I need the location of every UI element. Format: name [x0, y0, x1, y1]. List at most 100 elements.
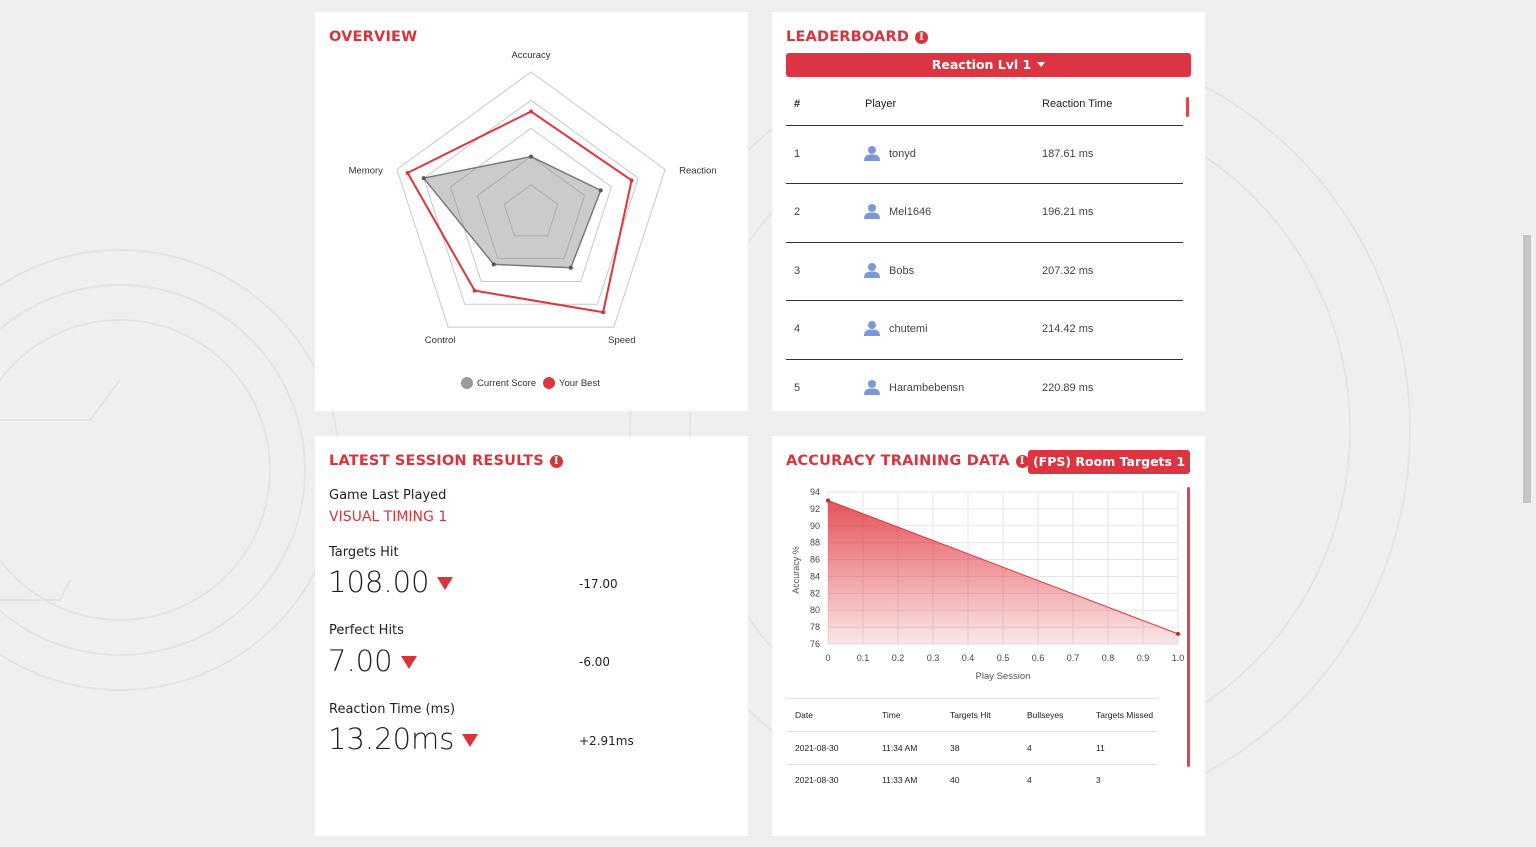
table-cell: 3 — [1096, 775, 1101, 785]
reaction-time-number: 13.20ms — [328, 722, 455, 756]
info-icon[interactable]: i — [915, 31, 929, 44]
radar-grid-ring — [476, 155, 586, 260]
y-tick-label: 76 — [810, 639, 820, 649]
radar-point — [472, 288, 477, 293]
leaderboard-rank: 1 — [794, 148, 801, 160]
leaderboard-card — [772, 12, 1205, 411]
accuracy-point[interactable] — [826, 498, 830, 503]
leaderboard-title: LEADERBOARD i — [786, 29, 929, 45]
leaderboard-reaction-time: 187.61 ms — [1042, 148, 1094, 160]
table-cell: 40 — [950, 775, 960, 785]
table-cell: 11:34 AM — [882, 743, 918, 753]
leaderboard-scrollbar[interactable] — [1186, 97, 1189, 117]
targets-hit-label: Targets Hit — [329, 545, 399, 560]
page-scrollbar[interactable] — [1523, 235, 1531, 503]
y-tick-label: 78 — [810, 622, 820, 632]
radar-grid-ring — [449, 127, 613, 282]
caret-down-icon — [1037, 62, 1046, 67]
y-tick-label: 92 — [810, 504, 820, 514]
leaderboard-reaction-time: 220.89 ms — [1042, 382, 1094, 394]
reaction-time-delta: +2.91ms — [579, 734, 634, 748]
legend-current-label[interactable]: Current Score — [477, 378, 536, 389]
legend-current-swatch[interactable] — [461, 377, 473, 389]
radar-axis-label: Memory — [349, 165, 384, 176]
leaderboard-header-player: Player — [865, 98, 897, 110]
y-tick-label: 94 — [810, 487, 820, 497]
down-arrow-icon — [462, 734, 479, 747]
radar-axis-label: Speed — [608, 335, 635, 346]
x-tick-label: 0.4 — [962, 653, 975, 663]
y-tick-label: 84 — [810, 571, 820, 581]
leaderboard-divider — [786, 300, 1183, 301]
y-tick-label: 80 — [810, 605, 820, 615]
game-last-played-label: Game Last Played — [329, 488, 447, 503]
x-tick-label: 0.6 — [1032, 653, 1045, 663]
accuracy-title-text: ACCURACY TRAINING DATA — [786, 453, 1010, 469]
table-header-cell: Targets Hit — [950, 710, 991, 720]
leaderboard-dropdown-label: Reaction Lvl 1 — [931, 57, 1032, 72]
perfect-hits-delta: -6.00 — [579, 655, 611, 669]
leaderboard-header-rank: # — [794, 98, 801, 110]
table-divider — [786, 731, 1158, 732]
radar-series-current — [422, 155, 602, 269]
radar-point — [405, 170, 410, 175]
accuracy-title: ACCURACY TRAINING DATA i — [786, 453, 1029, 469]
radar-chart: Accuracy Reaction Speed Control Memory Curren… — [349, 50, 717, 389]
accuracy-area — [828, 500, 1178, 644]
radar-point — [568, 265, 573, 270]
radar-point — [629, 178, 634, 183]
legend-best-swatch[interactable] — [543, 377, 555, 389]
overview-title: OVERVIEW — [329, 29, 418, 45]
x-tick-label: 0.7 — [1067, 653, 1080, 663]
info-icon[interactable]: i — [549, 455, 563, 468]
leaderboard-player-name: Bobs — [889, 265, 915, 277]
leaderboard-divider — [786, 125, 1183, 126]
table-divider — [786, 698, 1158, 699]
leaderboard-divider — [786, 242, 1183, 243]
radar-axis-label: Accuracy — [511, 50, 550, 61]
table-header-cell: Time — [882, 710, 901, 720]
table-divider — [786, 764, 1158, 765]
leaderboard-player-name: tonyd — [889, 148, 916, 160]
y-tick-label: 88 — [810, 538, 820, 548]
table-header-cell: Date — [795, 710, 813, 720]
leaderboard-rank: 3 — [794, 265, 801, 277]
leaderboard-game-dropdown[interactable]: Reaction Lvl 1 — [786, 53, 1191, 77]
radar-point — [529, 109, 533, 114]
reaction-time-label: Reaction Time (ms) — [329, 702, 456, 717]
targets-hit-number: 108.00 — [328, 565, 430, 599]
leaderboard-player-name: chutemi — [889, 323, 928, 335]
radar-point — [601, 310, 606, 315]
leaderboard-reaction-time: 196.21 ms — [1042, 206, 1094, 218]
radar-point — [598, 188, 603, 193]
user-icon — [864, 380, 880, 395]
leaderboard-rank: 2 — [794, 206, 801, 218]
perfect-hits-number: 7.00 — [328, 644, 393, 678]
radar-point — [421, 176, 426, 181]
x-tick-label: 0.9 — [1137, 653, 1150, 663]
x-tick-label: 1.0 — [1172, 653, 1185, 663]
targets-hit-value: 108.00 — [328, 565, 454, 599]
leaderboard-header-time: Reaction Time — [1042, 98, 1113, 110]
info-icon[interactable]: i — [1015, 455, 1029, 468]
accuracy-game-dropdown[interactable]: (FPS) Room Targets 1 — [1028, 450, 1190, 488]
leaderboard-player-name: Harambebensn — [889, 382, 965, 394]
y-tick-label: 86 — [810, 555, 820, 565]
user-icon — [864, 146, 880, 161]
y-tick-label: 82 — [810, 588, 820, 598]
accuracy-scrollbar[interactable] — [1187, 487, 1190, 767]
x-tick-label: 0.3 — [927, 653, 940, 663]
x-tick-label: 0.5 — [997, 653, 1010, 663]
table-cell: 2021-08-30 — [795, 743, 839, 753]
leaderboard-reaction-time: 207.32 ms — [1042, 265, 1094, 277]
accuracy-point[interactable] — [1176, 631, 1180, 636]
table-cell: 2021-08-30 — [795, 775, 839, 785]
leaderboard-divider — [786, 183, 1183, 184]
leaderboard-player-name: Mel1646 — [889, 206, 932, 218]
legend-best-label[interactable]: Your Best — [559, 378, 600, 389]
user-icon — [864, 204, 880, 219]
leaderboard-reaction-time: 214.42 ms — [1042, 323, 1094, 335]
radar-grid-ring — [423, 99, 639, 305]
perfect-hits-value: 7.00 — [328, 644, 417, 678]
